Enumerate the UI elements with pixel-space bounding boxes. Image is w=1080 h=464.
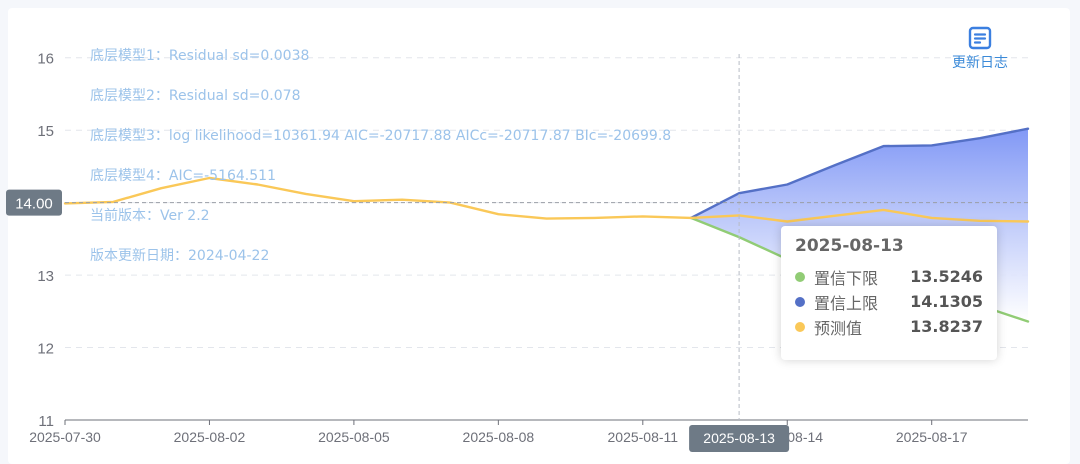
y-tick-label: 11 — [38, 413, 54, 430]
x-tick-label: 2025-08-02 — [174, 429, 246, 445]
x-tick-label: 2025-08-11 — [608, 429, 679, 445]
chart-tooltip: 2025-08-13 置信下限 13.5246 置信上限 14.1305 预测值… — [781, 226, 997, 360]
tooltip-series-name: 置信上限 — [814, 293, 879, 313]
tooltip-series-value: 14.1305 — [910, 292, 983, 311]
legend-dot — [795, 296, 805, 307]
tooltip-series-value: 13.8237 — [910, 317, 983, 336]
crosshair-x-label-box — [689, 425, 790, 452]
tooltip-row: 置信上限 14.1305 — [795, 289, 983, 314]
model-annotation: 底层模型1：Residual sd=0.0038 — [90, 48, 309, 64]
crosshair-y-label: 14.00 — [15, 196, 53, 213]
changelog-button[interactable]: 更新日志 — [948, 26, 1012, 72]
changelog-label: 更新日志 — [952, 55, 1008, 71]
x-tick-label: 2025-08-08 — [463, 429, 535, 445]
series-line-置信上限 — [689, 127, 1030, 220]
tooltip-row: 预测值 13.8237 — [795, 314, 983, 339]
tooltip-row: 置信下限 13.5246 — [795, 264, 983, 289]
legend-dot — [795, 321, 805, 332]
x-tick-label: 2025-07-30 — [29, 429, 101, 445]
crosshair-y-label-box — [6, 189, 62, 216]
legend-dot — [795, 271, 805, 282]
series-line-预测值 — [63, 176, 1030, 223]
model-annotation: 底层模型3：log likelihood=10361.94 AIC=-20717… — [90, 128, 671, 144]
x-tick-label: 2025-08-05 — [318, 429, 390, 445]
model-annotation: 版本更新日期：2024-04-22 — [90, 248, 269, 264]
model-annotation: 底层模型4：AIC=-5164.511 — [90, 168, 276, 184]
tooltip-series-name: 置信下限 — [814, 268, 879, 288]
y-tick-label: 16 — [37, 51, 54, 68]
y-tick-label: 15 — [37, 123, 54, 140]
model-annotation: 底层模型2：Residual sd=0.078 — [90, 88, 300, 104]
tooltip-series-value: 13.5246 — [910, 267, 983, 286]
tooltip-date: 2025-08-13 — [795, 236, 904, 256]
y-tick-label: 13 — [37, 268, 54, 285]
document-list-icon — [968, 26, 992, 50]
y-tick-label: 12 — [37, 341, 54, 358]
crosshair-x-label: 2025-08-13 — [703, 430, 775, 446]
model-annotation: 当前版本：Ver 2.2 — [90, 207, 210, 224]
x-tick-label: 2025-08-17 — [896, 429, 968, 445]
tooltip-series-name: 预测值 — [814, 318, 863, 338]
